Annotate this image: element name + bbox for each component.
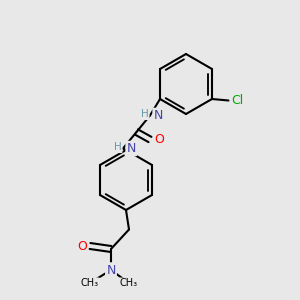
Text: O: O bbox=[154, 133, 164, 146]
Text: N: N bbox=[127, 142, 136, 155]
Text: Cl: Cl bbox=[232, 94, 244, 107]
Text: O: O bbox=[77, 239, 87, 253]
Text: CH₃: CH₃ bbox=[120, 278, 138, 289]
Text: CH₃: CH₃ bbox=[81, 278, 99, 289]
Text: N: N bbox=[106, 263, 116, 277]
Text: H: H bbox=[114, 142, 122, 152]
Text: H: H bbox=[141, 109, 148, 119]
Text: N: N bbox=[154, 109, 163, 122]
